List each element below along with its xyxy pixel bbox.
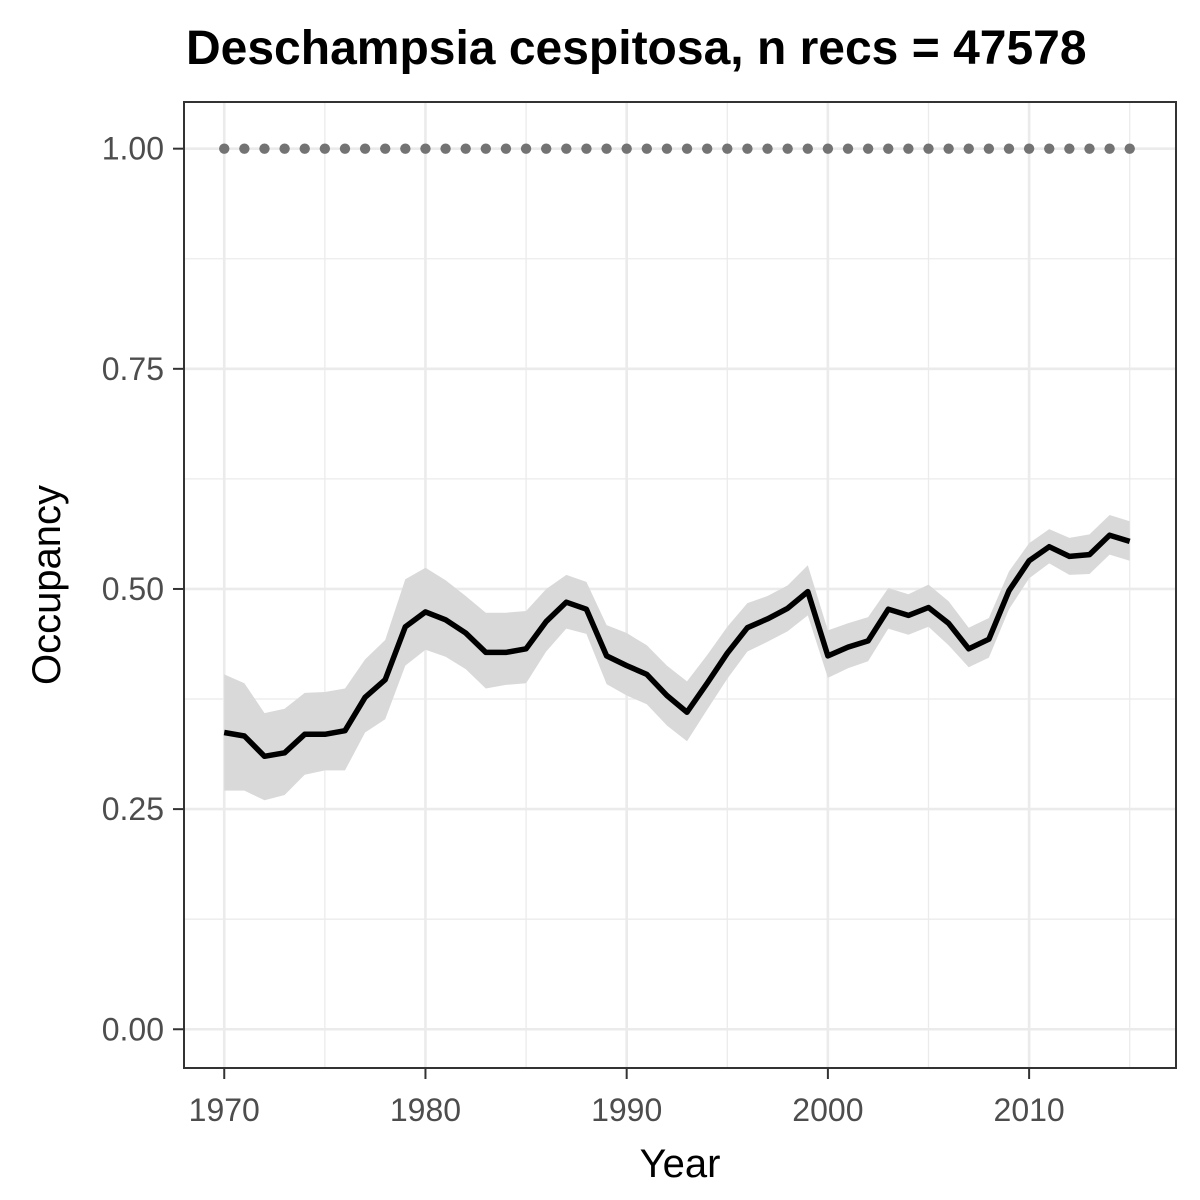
reference-point — [460, 143, 471, 154]
chart-title: Deschampsia cespitosa, n recs = 47578 — [186, 22, 1087, 75]
confidence-band — [224, 515, 1130, 801]
reference-point — [782, 143, 793, 154]
reference-point — [380, 143, 391, 154]
y-tick-label: 0.25 — [102, 791, 164, 827]
reference-point — [722, 143, 733, 154]
x-tick-label: 1980 — [390, 1092, 461, 1128]
reference-point — [681, 143, 693, 154]
grid — [184, 102, 1176, 1068]
x-tick-label: 1970 — [189, 1092, 260, 1128]
reference-point — [239, 143, 250, 154]
reference-point — [440, 143, 451, 154]
reference-point — [1104, 143, 1115, 154]
reference-point — [500, 143, 512, 154]
reference-point — [701, 143, 713, 154]
reference-point — [802, 143, 813, 154]
reference-point — [963, 143, 974, 154]
reference-point — [319, 143, 331, 154]
reference-point — [279, 143, 290, 154]
reference-point — [520, 143, 532, 154]
y-tick-label: 0.75 — [102, 351, 164, 387]
reference-point — [1044, 143, 1055, 154]
reference-point — [359, 143, 371, 154]
reference-point — [742, 143, 753, 154]
y-axis: 0.00 0.25 0.50 0.75 1.00 — [102, 131, 184, 1047]
reference-point — [1084, 143, 1095, 154]
reference-dotted-line — [219, 143, 1135, 154]
panel-border — [183, 101, 1177, 1069]
reference-point — [883, 143, 894, 154]
y-tick-label: 0.50 — [102, 571, 164, 607]
reference-point — [641, 143, 652, 154]
reference-point — [983, 143, 995, 154]
reference-point — [219, 143, 230, 154]
x-axis: 1970 1980 1990 2000 2010 — [189, 1068, 1065, 1128]
reference-point — [943, 143, 954, 154]
reference-point — [923, 143, 934, 154]
x-tick-label: 1990 — [591, 1092, 662, 1128]
reference-point — [581, 143, 592, 154]
y-tick-label: 1.00 — [102, 131, 164, 167]
reference-point — [621, 143, 632, 154]
confidence-ribbon — [224, 515, 1130, 801]
reference-point — [561, 143, 572, 154]
reference-point — [762, 143, 773, 154]
y-tick-label: 0.00 — [102, 1011, 164, 1047]
x-tick-label: 2010 — [994, 1092, 1065, 1128]
reference-point — [1064, 143, 1075, 154]
reference-point — [299, 143, 310, 154]
reference-point — [420, 143, 431, 154]
reference-point — [259, 143, 270, 154]
reference-point — [400, 143, 411, 154]
reference-point — [1124, 143, 1135, 154]
reference-point — [339, 143, 351, 154]
x-axis-label: Year — [640, 1142, 721, 1186]
occupancy-line — [223, 532, 1131, 760]
reference-point — [822, 143, 834, 154]
occupancy-series — [223, 532, 1131, 760]
reference-point — [903, 143, 914, 154]
reference-point — [540, 143, 552, 154]
reference-point — [842, 143, 854, 154]
reference-point — [1003, 143, 1015, 154]
reference-point — [862, 143, 874, 154]
x-tick-label: 2000 — [792, 1092, 863, 1128]
reference-point — [661, 143, 673, 154]
reference-point — [1023, 143, 1035, 154]
reference-point — [601, 143, 612, 154]
y-axis-label: Occupancy — [25, 485, 69, 685]
reference-point — [480, 143, 492, 154]
